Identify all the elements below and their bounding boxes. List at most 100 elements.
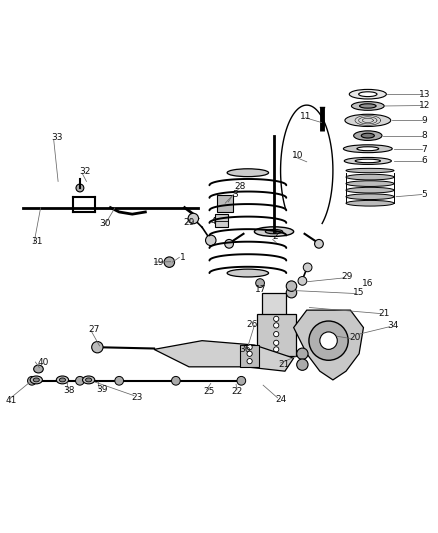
Ellipse shape <box>345 174 393 180</box>
Text: 6: 6 <box>420 156 427 165</box>
Bar <box>261 293 286 345</box>
Ellipse shape <box>345 200 393 206</box>
Text: 26: 26 <box>246 320 257 328</box>
Ellipse shape <box>358 92 376 96</box>
Circle shape <box>273 316 278 321</box>
Ellipse shape <box>85 378 92 382</box>
Ellipse shape <box>226 269 268 277</box>
Text: 31: 31 <box>32 237 43 246</box>
Circle shape <box>286 287 296 298</box>
Circle shape <box>255 279 264 287</box>
Bar <box>256 314 295 356</box>
Text: 32: 32 <box>79 167 91 176</box>
Circle shape <box>308 321 347 360</box>
Ellipse shape <box>354 159 380 163</box>
Circle shape <box>273 332 278 337</box>
Text: 23: 23 <box>131 393 142 402</box>
Text: 5: 5 <box>420 190 427 199</box>
Ellipse shape <box>345 194 393 199</box>
Text: 30: 30 <box>99 219 111 228</box>
Text: 22: 22 <box>231 387 242 396</box>
Text: 21: 21 <box>277 360 289 369</box>
Polygon shape <box>293 310 363 380</box>
Text: 21: 21 <box>378 309 389 318</box>
Circle shape <box>164 257 174 268</box>
Circle shape <box>297 277 306 285</box>
Text: 29: 29 <box>341 272 352 280</box>
Text: 4: 4 <box>210 216 215 225</box>
Circle shape <box>75 376 84 385</box>
Text: 9: 9 <box>420 116 427 125</box>
Ellipse shape <box>359 104 375 108</box>
Text: 33: 33 <box>51 133 63 142</box>
Circle shape <box>296 359 307 370</box>
Circle shape <box>319 332 336 350</box>
Text: 16: 16 <box>361 279 373 288</box>
Ellipse shape <box>226 169 268 176</box>
Text: 15: 15 <box>353 288 364 297</box>
Bar <box>240 345 258 367</box>
Circle shape <box>273 340 278 345</box>
Text: 17: 17 <box>254 285 266 294</box>
Ellipse shape <box>351 102 383 110</box>
Ellipse shape <box>344 114 390 126</box>
Text: 1: 1 <box>180 253 185 262</box>
Ellipse shape <box>345 168 393 173</box>
Circle shape <box>171 376 180 385</box>
Text: 20: 20 <box>348 333 360 342</box>
Circle shape <box>237 376 245 385</box>
Circle shape <box>92 342 103 353</box>
Circle shape <box>303 263 311 272</box>
Ellipse shape <box>345 181 393 187</box>
Circle shape <box>273 323 278 328</box>
Ellipse shape <box>265 229 282 234</box>
Circle shape <box>115 376 123 385</box>
Text: 11: 11 <box>300 111 311 120</box>
Text: 38: 38 <box>63 386 74 395</box>
Text: 36: 36 <box>239 345 251 354</box>
Circle shape <box>247 359 252 364</box>
Circle shape <box>296 348 307 359</box>
Ellipse shape <box>59 378 65 382</box>
Text: 19: 19 <box>152 257 164 266</box>
Ellipse shape <box>33 378 39 382</box>
Ellipse shape <box>34 365 43 373</box>
Circle shape <box>28 376 36 385</box>
Circle shape <box>247 344 252 350</box>
Text: 41: 41 <box>5 397 17 406</box>
Circle shape <box>247 351 252 357</box>
Circle shape <box>187 213 198 224</box>
Circle shape <box>286 281 296 292</box>
Ellipse shape <box>30 376 42 384</box>
Text: 13: 13 <box>418 90 429 99</box>
Ellipse shape <box>254 227 293 237</box>
Ellipse shape <box>343 157 391 164</box>
Bar <box>217 195 232 212</box>
Text: 40: 40 <box>37 358 49 367</box>
Text: 28: 28 <box>234 182 246 191</box>
Text: 25: 25 <box>203 387 214 396</box>
Text: 2: 2 <box>272 232 278 241</box>
Ellipse shape <box>349 90 385 99</box>
Circle shape <box>224 239 233 248</box>
Text: 24: 24 <box>274 395 286 404</box>
Ellipse shape <box>345 187 393 193</box>
Ellipse shape <box>343 145 391 152</box>
Ellipse shape <box>82 376 95 384</box>
Text: 12: 12 <box>418 101 429 110</box>
Text: 10: 10 <box>292 151 303 160</box>
Text: 3: 3 <box>231 190 237 199</box>
Text: 7: 7 <box>420 144 427 154</box>
Ellipse shape <box>356 147 378 151</box>
Ellipse shape <box>360 133 374 138</box>
Text: 8: 8 <box>420 131 427 140</box>
Bar <box>215 214 228 227</box>
Text: 29: 29 <box>183 217 194 227</box>
Text: 34: 34 <box>387 321 398 330</box>
Circle shape <box>314 239 322 248</box>
Circle shape <box>273 347 278 352</box>
Ellipse shape <box>56 376 68 384</box>
Ellipse shape <box>353 131 381 140</box>
Polygon shape <box>154 341 293 371</box>
Circle shape <box>76 184 84 192</box>
